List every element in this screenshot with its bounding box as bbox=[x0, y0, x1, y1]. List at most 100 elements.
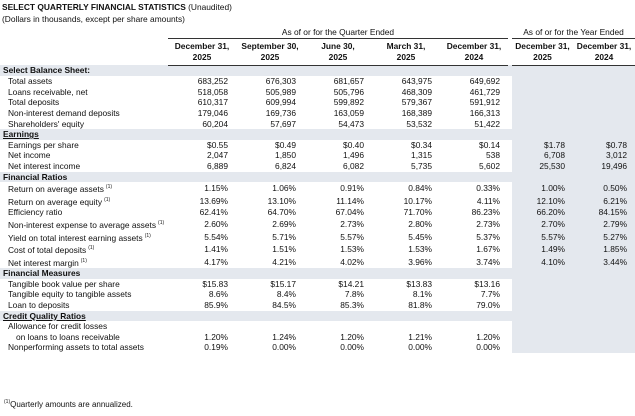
cell-value: 1,850 bbox=[275, 150, 296, 161]
cell-value: 1.20% bbox=[340, 331, 364, 342]
cell-value: 8.4% bbox=[276, 289, 296, 300]
blank bbox=[573, 310, 635, 322]
note-marker: (1) bbox=[80, 257, 87, 264]
blank bbox=[372, 171, 440, 183]
blank bbox=[573, 171, 635, 183]
row-label: Loan to deposits bbox=[0, 300, 168, 311]
blank bbox=[440, 268, 508, 279]
blank bbox=[0, 38, 168, 65]
cell-value: 2.69% bbox=[272, 218, 296, 229]
label-line: Tangible book value per share bbox=[8, 278, 120, 289]
blank bbox=[236, 171, 304, 183]
label-line: Net income bbox=[8, 150, 51, 161]
data-row: Loan to deposits 85.9% 84.5% 85.3% 81.8% 79.0… bbox=[0, 300, 635, 311]
cell-value: 12.10% bbox=[512, 194, 573, 208]
label-line: on loans to loans receivable bbox=[16, 331, 120, 342]
column-header: September 30, 2025 bbox=[236, 38, 304, 66]
blank bbox=[236, 268, 304, 279]
cell-value: $1.78 bbox=[512, 139, 573, 151]
cell-value: 179,046 bbox=[197, 107, 228, 118]
footnote-text: Quarterly amounts are annualized. bbox=[10, 400, 133, 409]
label-line: Net interest income bbox=[8, 160, 81, 171]
cell-value: 85.3% bbox=[340, 300, 364, 311]
label-line: Allowance for credit losses bbox=[8, 321, 108, 332]
blank bbox=[168, 171, 236, 183]
cell-value: 5.54% bbox=[204, 231, 228, 242]
cell-value: 6,889 bbox=[207, 160, 228, 171]
row-label: Tangible equity to tangible assets bbox=[0, 289, 168, 300]
cell-value: 1.20% bbox=[476, 331, 500, 342]
data-row: Non-interest demand deposits 179,046 169,7… bbox=[0, 107, 635, 119]
cell-value: 1,496 bbox=[343, 150, 364, 161]
row-label: Earnings per share bbox=[0, 140, 168, 151]
cell-value: 676,303 bbox=[265, 76, 296, 87]
cell-value: 643,975 bbox=[401, 76, 432, 87]
section-row: Select Balance Sheet: bbox=[0, 65, 635, 77]
cell-value bbox=[573, 289, 635, 301]
column-header: December 31, 2025 bbox=[512, 38, 573, 66]
section-row: Credit Quality Ratios bbox=[0, 310, 635, 322]
cell-value: 0.19% bbox=[204, 342, 228, 353]
cell-value: 5.45% bbox=[408, 231, 432, 242]
blank bbox=[573, 129, 635, 140]
cell-value: 1.53% bbox=[340, 244, 364, 255]
cell-value: 0.84% bbox=[408, 183, 432, 194]
cell-value bbox=[573, 76, 635, 87]
cell-value: $14.21 bbox=[338, 278, 364, 289]
data-row: Total assets 683,252 676,303 681,657 643,975… bbox=[0, 76, 635, 87]
cell-value bbox=[512, 76, 573, 87]
row-label: Net income bbox=[0, 150, 168, 161]
cell-value: 4.21% bbox=[272, 256, 296, 267]
header-date: December 31, bbox=[515, 40, 570, 51]
data-row: Return on average equity (1) 13.69% 13.10% 1… bbox=[0, 194, 635, 208]
stats-table: As of or for the Quarter Ended As of or f… bbox=[0, 27, 635, 354]
label-line: Shareholders' equity bbox=[8, 118, 85, 129]
label-line: Return on average assets (1) bbox=[8, 184, 113, 195]
footnote: (1)Quarterly amounts are annualized. bbox=[2, 399, 133, 409]
data-row: Earnings per share $0.55 $0.49 $0.40 $0.34 $0… bbox=[0, 139, 635, 151]
blank bbox=[573, 65, 635, 77]
row-label: Net interest income bbox=[0, 161, 168, 172]
header-date: December 31, bbox=[174, 40, 230, 51]
cell-value bbox=[573, 97, 635, 108]
cell-value: 1.15% bbox=[204, 183, 228, 194]
blank bbox=[512, 268, 573, 279]
header-year: 2024 bbox=[464, 51, 484, 62]
cell-value: 6,824 bbox=[275, 160, 296, 171]
cell-value: 2,047 bbox=[207, 150, 228, 161]
row-label: Total assets bbox=[0, 76, 168, 87]
group-row: As of or for the Quarter Ended As of or f… bbox=[0, 27, 635, 39]
cell-value bbox=[512, 321, 573, 343]
cell-value: 1.49% bbox=[512, 243, 573, 256]
section-title-text: Select Balance Sheet: bbox=[3, 65, 91, 76]
row-label: Nonperforming assets to total assets bbox=[0, 342, 168, 353]
blank bbox=[304, 171, 372, 183]
label-line: Non-interest expense to average assets (1… bbox=[8, 219, 165, 230]
cell-value: 649,692 bbox=[469, 76, 500, 87]
column-header: June 30, 2025 bbox=[304, 38, 372, 66]
cell-value: 2.70% bbox=[512, 217, 573, 231]
header-year: 2025 bbox=[533, 51, 552, 62]
cell-value: 6.21% bbox=[573, 194, 635, 208]
cell-value: 1.67% bbox=[476, 244, 500, 255]
section-title-text: Financial Measures bbox=[3, 268, 81, 279]
cell-value bbox=[512, 118, 573, 130]
blank bbox=[236, 65, 304, 77]
cell-value: $0.34 bbox=[411, 139, 432, 150]
cell-value: $0.14 bbox=[479, 139, 500, 150]
section-row: Financial Ratios bbox=[0, 171, 635, 183]
blank bbox=[372, 310, 440, 322]
data-row: Return on average assets (1) 1.15% 1.06% 0.9… bbox=[0, 182, 635, 195]
header-year: 2025 bbox=[192, 51, 212, 62]
cell-value: 683,252 bbox=[197, 76, 228, 87]
label-line: Efficiency ratio bbox=[8, 207, 63, 218]
row-label: Efficiency ratio bbox=[0, 207, 168, 218]
data-row: Tangible book value per share $15.83 $15.1… bbox=[0, 278, 635, 290]
blank bbox=[512, 65, 573, 77]
header-date: December 31, bbox=[446, 40, 502, 51]
header-year: 2025 bbox=[260, 51, 280, 62]
blank bbox=[168, 65, 236, 77]
cell-value: 7.7% bbox=[480, 289, 500, 300]
cell-value bbox=[512, 300, 573, 311]
